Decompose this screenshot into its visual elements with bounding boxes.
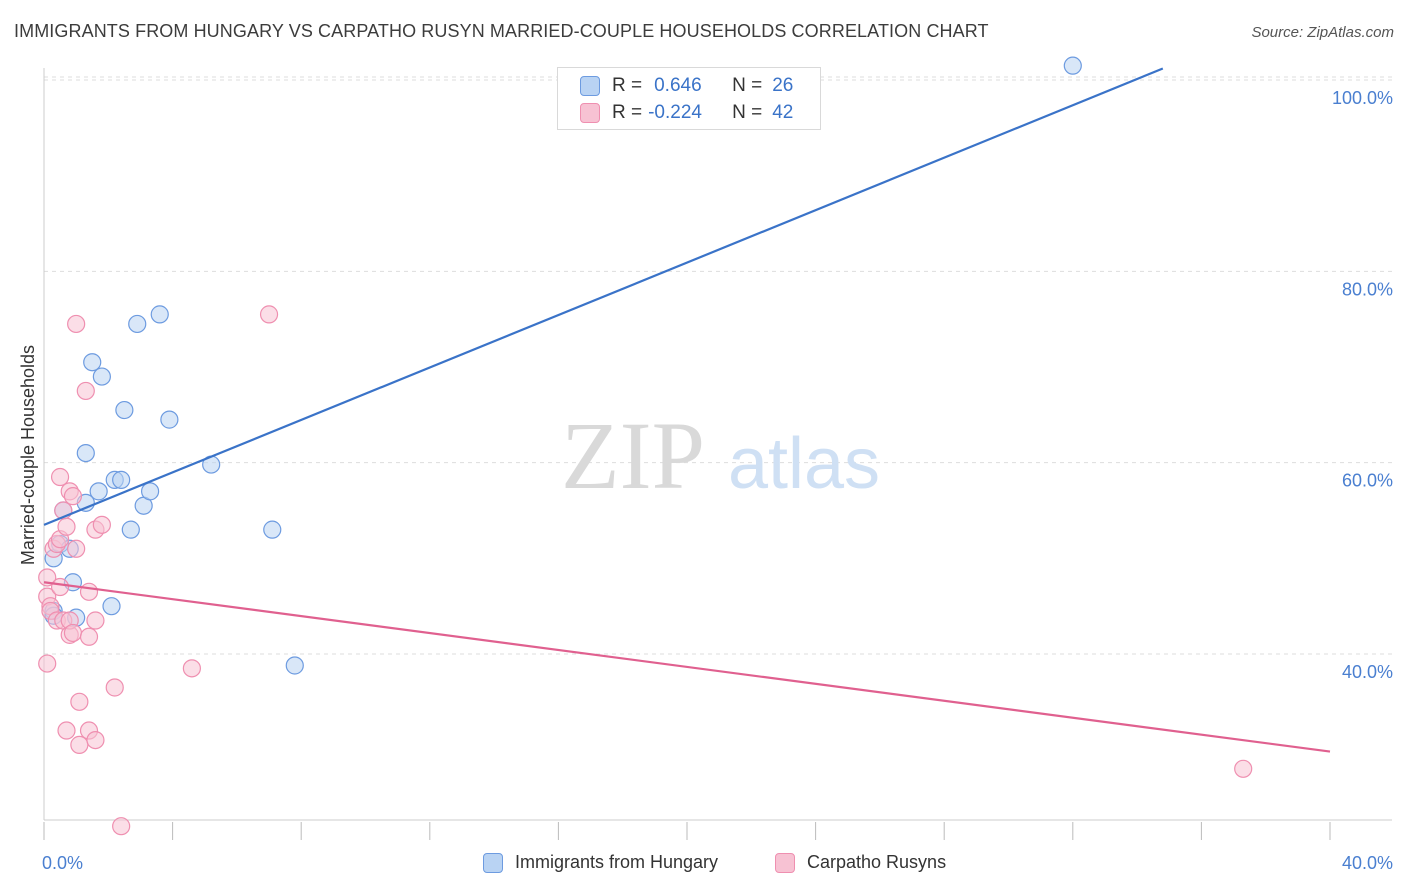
hungary-trend-line [43, 67, 1164, 526]
watermark-zip: ZIP [561, 402, 705, 509]
rusyn-point [70, 692, 89, 711]
rusyn-trend-line [43, 581, 1331, 753]
hungary-point [128, 314, 147, 334]
legend-item-rusyn[interactable]: Carpatho Rusyns [775, 852, 946, 873]
rusyn-point [67, 539, 86, 558]
legend-label-rusyn: Carpatho Rusyns [807, 852, 947, 872]
rusyn-point [57, 721, 76, 740]
rusyn-point [1234, 759, 1253, 778]
watermark-atlas: atlas [728, 424, 880, 504]
rusyn-point [70, 735, 89, 754]
rusyn-point [105, 678, 124, 697]
x-tick-label: 0.0% [42, 853, 83, 873]
y-tick-label: 100.0% [1332, 88, 1393, 108]
rusyn-point [50, 467, 70, 487]
hungary-legend-swatch [483, 852, 503, 873]
correlation-legend: R = 0.646 N = 26 R = -0.224 N = 42 [557, 67, 821, 130]
trend-layer [43, 67, 1331, 753]
legend-row-hungary: R = 0.646 N = 26 [580, 75, 793, 97]
grid-layer [44, 76, 1392, 655]
rusyn-point [259, 305, 279, 324]
y-tick-label: 80.0% [1342, 279, 1393, 299]
axis-layer: 40.0% 60.0% 80.0% 100.0% 0.0% 40.0% [42, 68, 1393, 873]
rusyn-point [67, 314, 86, 334]
r-value: -0.224 [648, 102, 702, 123]
points-layer [38, 56, 1253, 836]
rusyn-point [76, 381, 95, 401]
hungary-point [89, 482, 108, 501]
hungary-point [285, 656, 304, 675]
rusyn-point [38, 568, 57, 587]
rusyn-point [63, 487, 83, 506]
rusyn-swatch [580, 103, 600, 123]
y-tick-label: 60.0% [1342, 471, 1393, 491]
rusyn-point [112, 817, 131, 836]
hungary-point [115, 400, 134, 420]
hungary-point [1063, 56, 1082, 75]
hungary-point [150, 305, 169, 324]
n-value: 42 [772, 102, 794, 123]
y-axis-label: Married-couple Households [18, 345, 38, 565]
watermark: ZIP atlas [561, 402, 880, 509]
r-value: 0.646 [654, 75, 702, 96]
hungary-point [263, 520, 282, 539]
hungary-swatch [580, 76, 600, 96]
hungary-point [76, 444, 95, 463]
legend-label-hungary: Immigrants from Hungary [515, 852, 719, 872]
hungary-point [92, 367, 111, 386]
legend-row-rusyn: R = -0.224 N = 42 [580, 102, 793, 124]
r-label: R = [612, 102, 643, 123]
legend-item-hungary[interactable]: Immigrants from Hungary [483, 852, 718, 873]
hungary-point [160, 410, 179, 429]
series-legend: Immigrants from Hungary Carpatho Rusyns [0, 852, 1406, 878]
rusyn-point [182, 659, 201, 678]
source-label: Source: ZipAtlas.com [1251, 24, 1394, 41]
rusyn-legend-swatch [775, 852, 795, 873]
n-label: N = [732, 102, 763, 123]
hungary-point [102, 597, 121, 616]
y-tick-label: 40.0% [1342, 662, 1393, 682]
rusyn-point [92, 515, 111, 534]
rusyn-point [63, 623, 83, 643]
chart-title: IMMIGRANTS FROM HUNGARY VS CARPATHO RUSY… [14, 21, 989, 41]
rusyn-point [86, 611, 105, 630]
hungary-point [83, 353, 102, 372]
hungary-point [121, 520, 140, 539]
rusyn-point [38, 654, 57, 673]
r-label: R = [612, 75, 643, 96]
rusyn-point [86, 730, 105, 750]
x-tick-label: 40.0% [1342, 853, 1393, 873]
hungary-point [112, 470, 131, 489]
hungary-point [140, 482, 160, 501]
n-label: N = [732, 75, 763, 96]
rusyn-point [79, 582, 99, 601]
rusyn-point [79, 627, 99, 646]
rusyn-point [57, 517, 76, 536]
n-value: 26 [772, 75, 794, 96]
rusyn-point [50, 577, 70, 597]
